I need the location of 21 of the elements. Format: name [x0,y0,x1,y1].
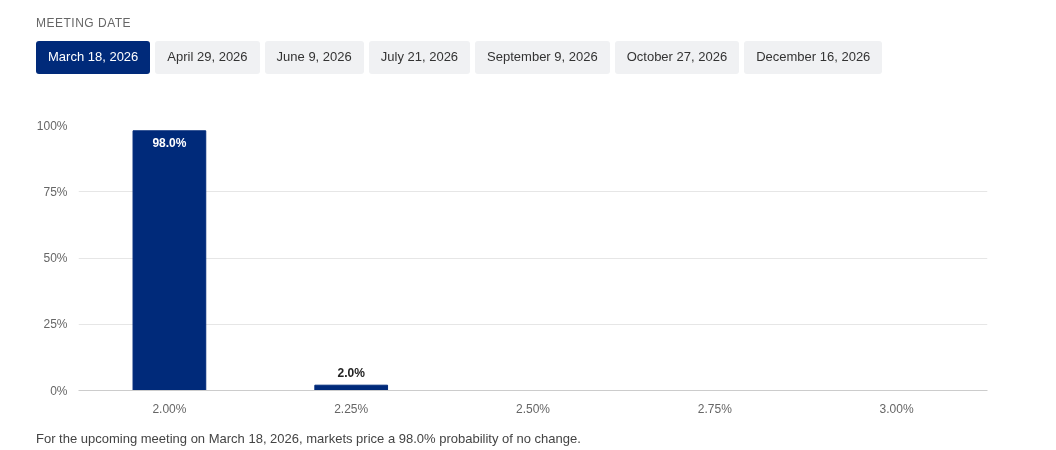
y-tick-label: 25% [43,317,68,332]
text: March 18, 2026 [36,41,151,74]
y-tick-label: 50% [43,251,68,265]
chart-title: MEETING DATE [36,15,133,32]
text: July 21, 2026 [368,41,471,74]
y-tick-label: 75% [43,184,68,199]
text: October 27, 2026 [614,41,740,74]
x-tick-label: 2.75% [697,401,733,416]
text: June 9, 2026 [264,41,364,74]
text: For the upcoming meeting on March 18, 2026, markets price a 98.0% probability of no change. [36,430,581,448]
x-tick-label: 2.25% [334,401,369,416]
x-tick-label: 2.00% [152,401,187,416]
data-label: 98.0% [152,136,187,151]
text: December 16, 2026 [744,41,883,74]
text: April 29, 2026 [155,41,260,74]
x-tick-label: 3.00% [879,401,914,416]
y-tick-label: 0% [50,383,68,398]
data-label: 2.0% [337,365,366,380]
y-tick-label: 100% [36,118,68,133]
x-tick-label: 2.50% [515,401,551,416]
text: September 9, 2026 [475,41,610,74]
